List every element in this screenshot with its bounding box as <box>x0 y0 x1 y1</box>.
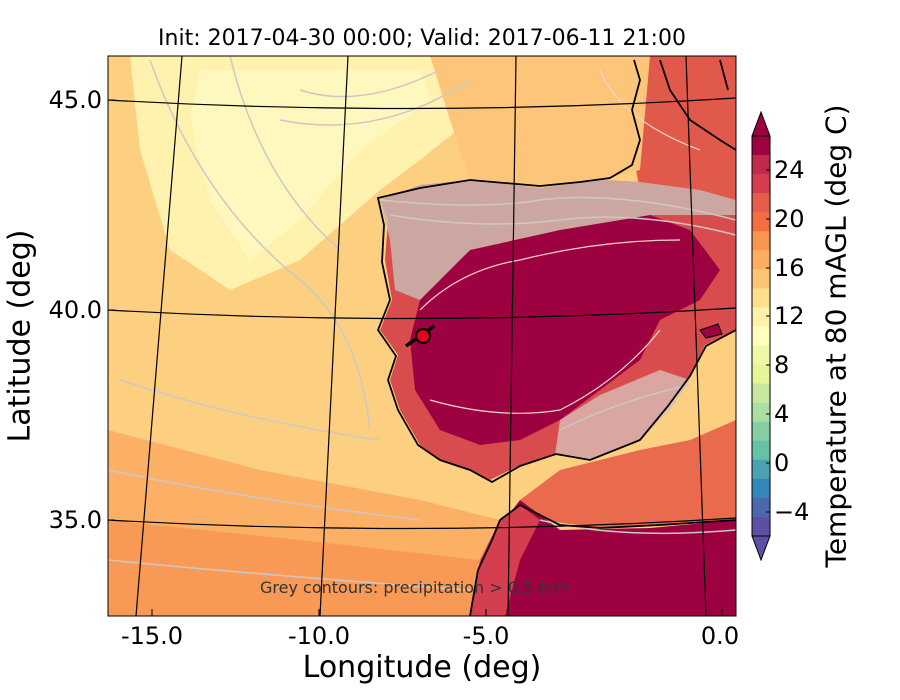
colorbar-tick: 20 <box>774 205 805 233</box>
colorbar-extend-max <box>751 110 771 137</box>
x-tick-label: -5.0 <box>462 622 510 650</box>
colorbar-segment <box>752 402 770 423</box>
colorbar-extend-min <box>751 535 771 562</box>
colorbar-segment <box>752 440 770 461</box>
colorbar-segment <box>752 459 770 480</box>
france-region <box>560 56 736 200</box>
colorbar-label: Temperature at 80 mAGL (deg C) <box>819 104 853 568</box>
colorbar-frame <box>751 135 771 537</box>
colorbar-tick: 0 <box>774 449 790 477</box>
colorbar-segment <box>752 212 770 232</box>
axis-ticks <box>108 99 723 616</box>
precip-contours <box>108 56 736 591</box>
x-tick-label: -10.0 <box>287 622 351 650</box>
biscay-coast-water <box>430 56 650 185</box>
colorbar-segment <box>752 345 770 366</box>
colorbar-segment <box>752 307 770 327</box>
x-tick-label: 0.0 <box>700 622 740 650</box>
map-plot-area <box>108 56 736 616</box>
colorbar-segment <box>752 231 770 251</box>
north-africa-hot <box>470 500 736 616</box>
chart-title: Init: 2017-04-30 00:00; Valid: 2017-06-1… <box>158 26 686 51</box>
y-tick-label: 45.0 <box>48 86 102 114</box>
iberia-hot-interior <box>410 215 720 445</box>
colorbar-tick: 24 <box>774 156 805 184</box>
warm-atlantic-southwest <box>108 520 480 616</box>
y-axis-label: Latitude (deg) <box>2 229 38 443</box>
x-tick-label: -15.0 <box>120 622 184 650</box>
colorbar-segment <box>752 193 770 213</box>
colorbar-segment <box>752 383 770 404</box>
y-tick-label: 35.0 <box>48 506 102 534</box>
colorbar-segment <box>752 497 770 518</box>
colorbar <box>751 110 771 562</box>
colorbar-tick: 8 <box>774 351 790 379</box>
precip-annotation: Grey contours: precipitation > 0.5 mm <box>260 578 570 597</box>
colorbar-tick: −4 <box>774 498 810 526</box>
plot-frame <box>107 55 737 617</box>
colorbar-tick: 16 <box>774 254 805 282</box>
colorbar-segment <box>752 478 770 499</box>
colorbar-segment <box>752 250 770 270</box>
graticule <box>108 56 736 616</box>
balearic-islands <box>699 323 723 339</box>
x-axis-label: Longitude (deg) <box>302 650 542 685</box>
colorbar-tick: 12 <box>774 302 805 330</box>
precip-band-north <box>380 180 736 300</box>
warm-isotherms <box>419 69 701 414</box>
colorbar-segment <box>752 288 770 308</box>
north-africa-coast <box>470 505 540 616</box>
colorbar-segment <box>752 269 770 289</box>
y-tick-label: 40.0 <box>48 296 102 324</box>
colorbar-tick: 4 <box>774 400 790 428</box>
colorbar-segment <box>752 421 770 442</box>
colorbar-segment <box>752 155 770 175</box>
colorbar-segment <box>752 174 770 194</box>
colorbar-segment <box>752 136 770 156</box>
station-marker <box>404 324 436 348</box>
colorbar-segment <box>752 326 770 347</box>
coastlines <box>376 59 736 616</box>
mediterranean-sea <box>520 420 736 528</box>
colorbar-segment <box>752 516 770 537</box>
colorbar-segment <box>752 364 770 385</box>
